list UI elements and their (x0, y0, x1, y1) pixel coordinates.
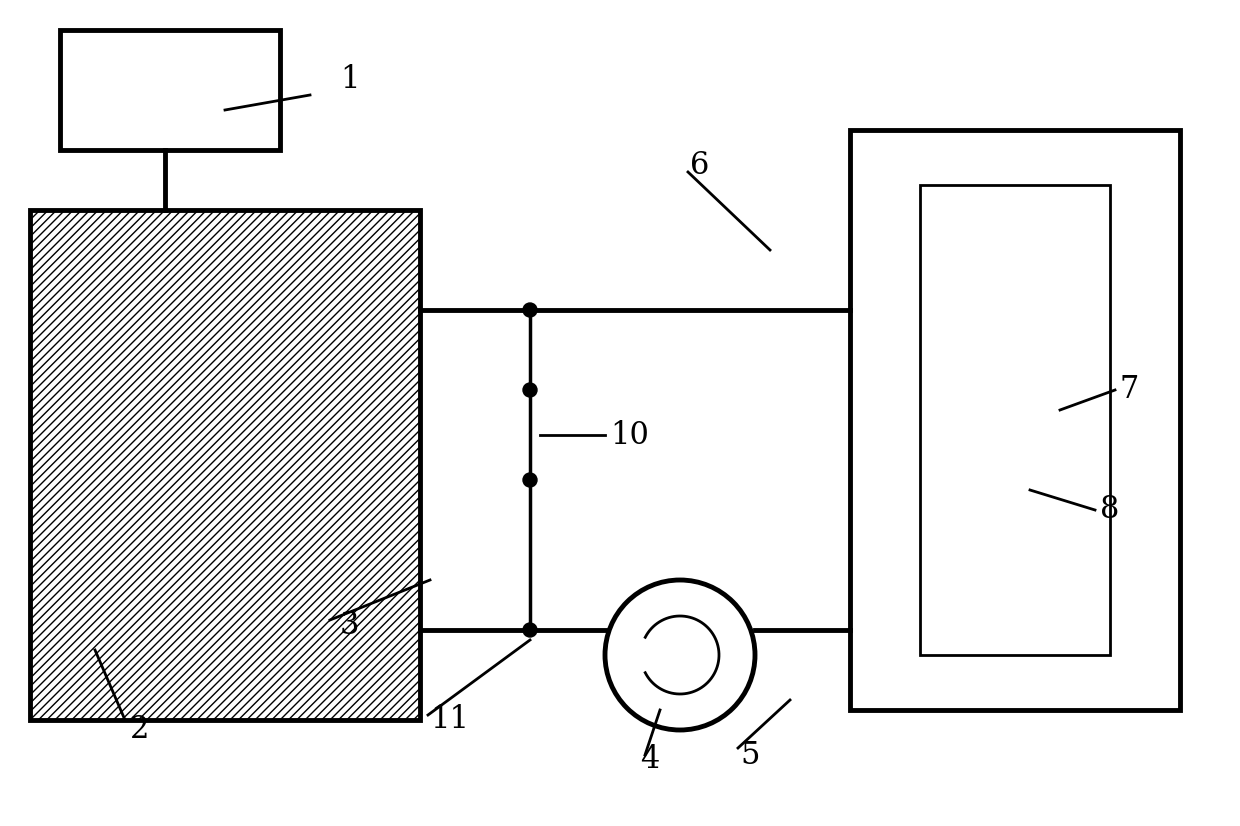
Bar (849, 130, 1180, 710)
Text: 10: 10 (610, 420, 649, 450)
Circle shape (523, 623, 537, 637)
Text: 7: 7 (1120, 374, 1140, 406)
Circle shape (523, 303, 537, 317)
Bar (920, 185, 1110, 655)
Text: 6: 6 (689, 150, 709, 181)
Text: 1: 1 (340, 64, 360, 96)
Bar (30, 210, 420, 720)
Text: 5: 5 (740, 739, 759, 771)
Circle shape (523, 383, 537, 397)
Bar (60, 30, 280, 150)
Text: 8: 8 (1100, 495, 1120, 525)
Text: 11: 11 (430, 705, 469, 735)
Circle shape (523, 473, 537, 487)
Text: 4: 4 (640, 744, 660, 776)
Text: 3: 3 (340, 610, 360, 640)
Text: 2: 2 (130, 714, 150, 746)
Bar (30, 210, 420, 720)
